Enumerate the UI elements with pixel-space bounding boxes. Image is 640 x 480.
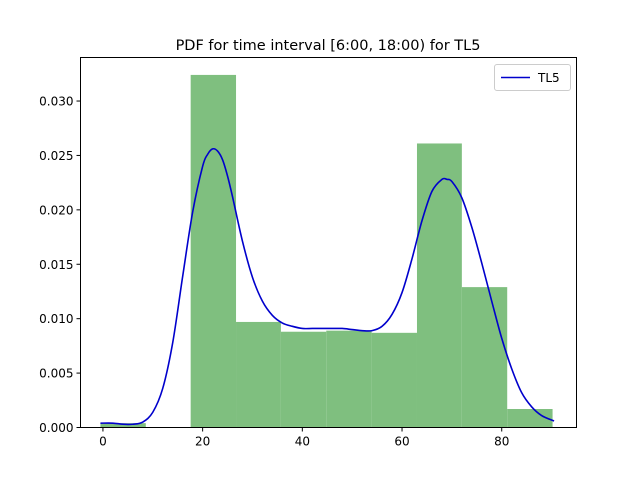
y-tick-label-5: 0.025 <box>39 149 73 163</box>
y-tick-label-4: 0.020 <box>39 203 73 217</box>
y-tick-label-6: 0.030 <box>39 95 73 109</box>
histogram-bar-7 <box>416 143 462 428</box>
histogram-bar-5 <box>326 330 372 428</box>
plot-frame <box>80 57 577 428</box>
x-axis: 0 20 40 60 80 <box>99 427 509 449</box>
y-tick-label-1: 0.005 <box>39 367 73 381</box>
histogram-bar-9 <box>507 409 553 428</box>
y-tick-label-0: 0.000 <box>39 421 73 435</box>
histogram-bars <box>100 74 553 428</box>
histogram-bar-6 <box>371 332 417 428</box>
legend: TL5 <box>494 64 571 91</box>
y-tick-label-3: 0.015 <box>39 258 73 272</box>
histogram-bar-3 <box>236 321 281 428</box>
histogram-bar-8 <box>461 287 508 428</box>
legend-box <box>494 64 571 91</box>
series-line-0 <box>100 147 555 426</box>
x-tick-label-3: 60 <box>394 435 409 449</box>
x-tick-label-1: 20 <box>195 435 210 449</box>
histogram-bar-2 <box>190 74 237 428</box>
y-tick-label-2: 0.010 <box>39 312 73 326</box>
y-axis: 0.000 0.005 0.010 0.015 0.020 0.025 0.030 <box>39 95 81 435</box>
histogram-bar-4 <box>280 331 327 428</box>
histogram-bar-0 <box>100 423 146 428</box>
x-tick-label-2: 40 <box>295 435 310 449</box>
legend-label-0: TL5 <box>537 71 560 85</box>
chart-title: PDF for time interval [6:00, 18:00) for … <box>176 38 481 54</box>
series-lines <box>100 147 555 426</box>
x-tick-label-4: 80 <box>494 435 509 449</box>
x-tick-label-0: 0 <box>99 435 107 449</box>
